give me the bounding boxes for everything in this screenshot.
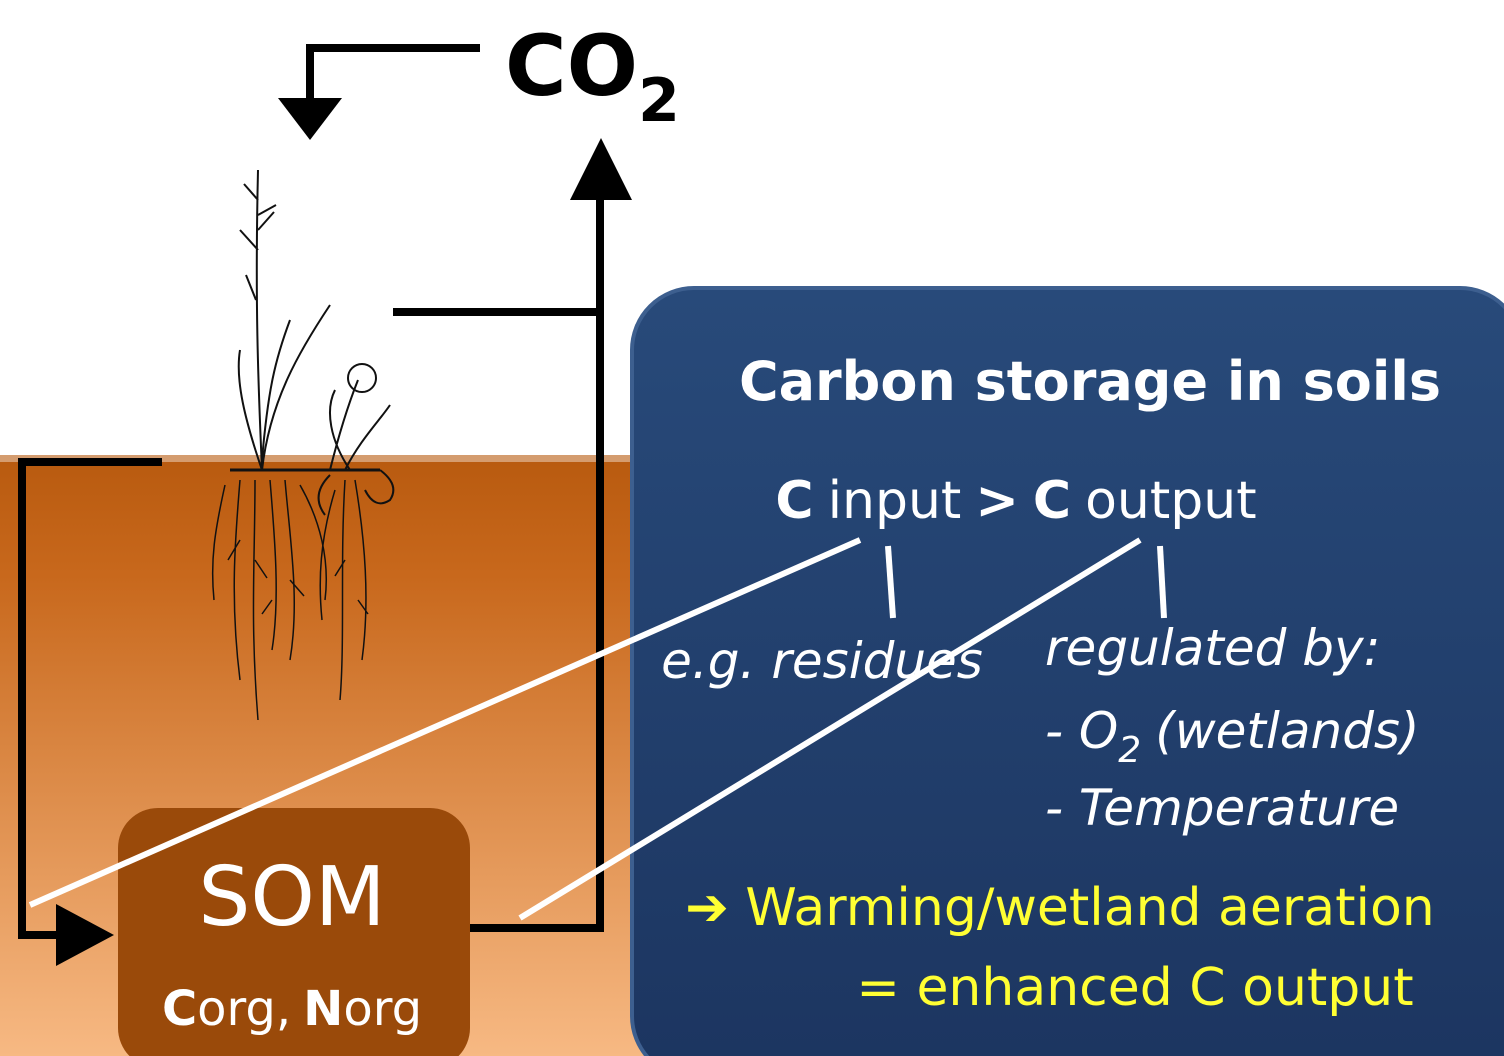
regulation-o2: - O2 (wetlands) [1045,702,1420,771]
conclusion-line: = enhanced C output [856,958,1413,1018]
som-box [118,808,470,1056]
som-title: SOM [198,850,385,945]
co2-release-arrow [466,195,604,932]
litter-input-arrow [18,458,162,939]
som-subtitle: Corg, Norg [162,981,422,1037]
co2-label: CO2 [505,17,680,136]
regulation-heading: regulated by: [1045,619,1380,677]
eq-c: C [775,471,813,531]
regulation-temperature: - Temperature [1045,779,1399,837]
output-link [518,537,1142,921]
co2-main: CO [505,17,638,115]
eq-output: output [1085,471,1257,531]
som-c: C [162,981,197,1037]
info-title: Carbon storage in soils [739,350,1441,413]
eq-c: C [1033,471,1071,531]
co2-uptake-arrow [306,44,480,102]
som-org: org [343,981,422,1037]
arrowhead [570,138,632,200]
conclusion-line: ➔ Warming/wetland aeration [685,878,1435,938]
plant [211,169,395,721]
connector [885,545,896,619]
arrowhead [56,904,114,966]
o2-rest: (wetlands) [1155,702,1419,760]
o2: - O [1045,702,1118,760]
input-example: e.g. residues [661,632,983,690]
som-n: N [303,981,343,1037]
som-org: org, [197,981,291,1037]
eq-input: input [828,471,962,531]
info-box [630,286,1504,1056]
arrowhead [278,98,342,140]
connector [1157,545,1167,619]
o2-sub: 2 [1118,730,1141,771]
input-link [28,537,862,908]
co2-sub: 2 [638,66,680,136]
eq-gt: > [975,471,1019,531]
